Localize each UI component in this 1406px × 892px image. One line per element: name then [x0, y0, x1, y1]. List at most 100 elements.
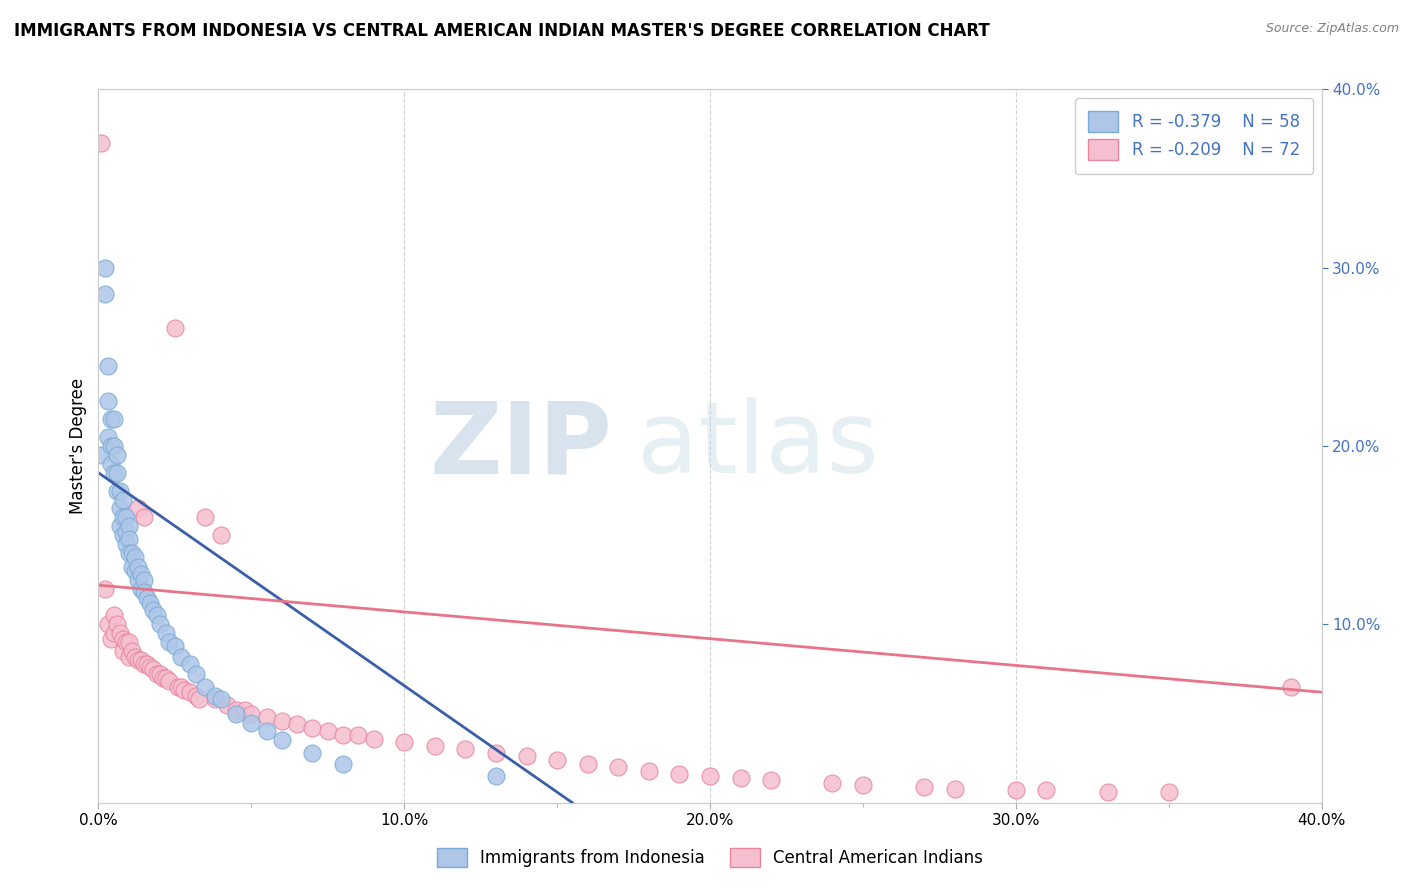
- Point: [1035, 783, 1057, 797]
- Point: [167, 680, 190, 694]
- Point: [155, 671, 177, 685]
- Point: [204, 689, 226, 703]
- Point: [134, 573, 156, 587]
- Point: [115, 635, 138, 649]
- Point: [142, 603, 165, 617]
- Point: [1097, 785, 1119, 799]
- Point: [145, 608, 167, 623]
- Point: [485, 746, 508, 760]
- Point: [115, 510, 138, 524]
- Point: [546, 753, 568, 767]
- Point: [1004, 783, 1026, 797]
- Point: [105, 448, 128, 462]
- Point: [209, 692, 232, 706]
- Point: [179, 657, 201, 671]
- Point: [821, 776, 844, 790]
- Point: [105, 617, 128, 632]
- Point: [100, 457, 122, 471]
- Point: [607, 760, 630, 774]
- Point: [103, 412, 125, 426]
- Point: [209, 528, 232, 542]
- Point: [233, 703, 256, 717]
- Point: [225, 706, 247, 721]
- Point: [188, 692, 211, 706]
- Point: [93, 287, 115, 301]
- Point: [1157, 785, 1180, 799]
- Point: [1279, 680, 1302, 694]
- Point: [759, 772, 782, 787]
- Point: [115, 537, 138, 551]
- Point: [186, 667, 208, 681]
- Point: [124, 564, 146, 578]
- Point: [90, 448, 112, 462]
- Point: [97, 430, 120, 444]
- Point: [134, 510, 156, 524]
- Point: [301, 746, 323, 760]
- Point: [118, 635, 141, 649]
- Point: [943, 781, 966, 796]
- Point: [852, 778, 875, 792]
- Point: [129, 653, 152, 667]
- Point: [115, 524, 138, 539]
- Point: [155, 626, 177, 640]
- Y-axis label: Master's Degree: Master's Degree: [69, 378, 87, 514]
- Point: [363, 731, 385, 746]
- Point: [194, 510, 217, 524]
- Point: [454, 742, 477, 756]
- Point: [170, 680, 193, 694]
- Point: [129, 567, 152, 582]
- Point: [93, 582, 115, 596]
- Point: [105, 466, 128, 480]
- Point: [118, 546, 141, 560]
- Point: [127, 501, 149, 516]
- Point: [215, 698, 238, 712]
- Point: [121, 644, 143, 658]
- Point: [121, 546, 143, 560]
- Point: [576, 756, 599, 771]
- Point: [270, 733, 292, 747]
- Point: [127, 560, 149, 574]
- Point: [139, 596, 162, 610]
- Point: [139, 660, 162, 674]
- Text: ZIP: ZIP: [429, 398, 612, 494]
- Text: Source: ZipAtlas.com: Source: ZipAtlas.com: [1265, 22, 1399, 36]
- Point: [157, 635, 180, 649]
- Point: [516, 749, 538, 764]
- Point: [97, 359, 120, 373]
- Point: [637, 764, 661, 778]
- Point: [194, 680, 217, 694]
- Point: [111, 632, 134, 646]
- Legend: Immigrants from Indonesia, Central American Indians: Immigrants from Indonesia, Central Ameri…: [423, 834, 997, 880]
- Point: [103, 439, 125, 453]
- Point: [111, 528, 134, 542]
- Point: [145, 667, 167, 681]
- Point: [225, 703, 247, 717]
- Point: [485, 769, 508, 783]
- Point: [149, 617, 172, 632]
- Point: [111, 644, 134, 658]
- Text: atlas: atlas: [637, 398, 879, 494]
- Point: [149, 667, 172, 681]
- Point: [142, 662, 165, 676]
- Point: [912, 780, 935, 794]
- Point: [97, 617, 120, 632]
- Point: [103, 608, 125, 623]
- Point: [270, 714, 292, 728]
- Point: [129, 582, 152, 596]
- Point: [118, 519, 141, 533]
- Point: [152, 671, 174, 685]
- Point: [108, 626, 131, 640]
- Point: [332, 728, 354, 742]
- Point: [179, 685, 201, 699]
- Point: [347, 728, 370, 742]
- Point: [157, 674, 180, 689]
- Point: [240, 706, 263, 721]
- Point: [127, 573, 149, 587]
- Point: [423, 739, 446, 753]
- Point: [256, 710, 278, 724]
- Point: [134, 585, 156, 599]
- Point: [163, 639, 186, 653]
- Point: [730, 771, 752, 785]
- Point: [699, 769, 721, 783]
- Point: [124, 649, 146, 664]
